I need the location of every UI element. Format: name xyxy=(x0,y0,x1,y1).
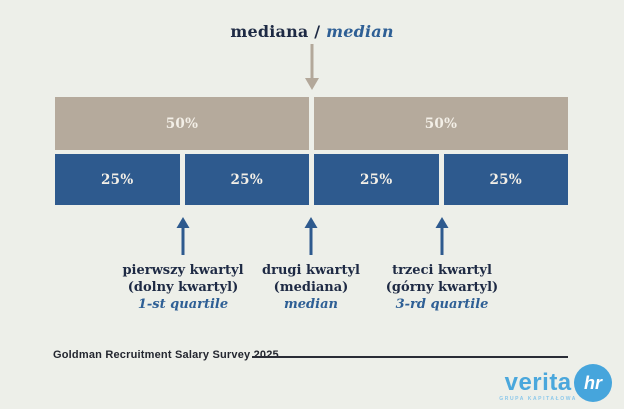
quarter-row: 25% 25% 25% 25% xyxy=(55,154,568,205)
half-row: 50% 50% xyxy=(55,97,568,150)
annotation-line1: trzeci kwartyl xyxy=(392,263,492,278)
annotation-line2: (mediana) xyxy=(273,280,349,295)
veritahr-logo: verita GRUPA KAPITAŁOWA hr xyxy=(499,364,612,405)
hr-badge-icon: hr xyxy=(574,364,612,402)
logo-text-wrap: verita GRUPA KAPITAŁOWA xyxy=(499,368,577,402)
logo-subtitle: GRUPA KAPITAŁOWA xyxy=(499,395,577,402)
title-polish: mediana / xyxy=(230,22,321,41)
segment-label: 25% xyxy=(100,171,134,188)
annotation-first-quartile: pierwszy kwartyl (dolny kwartyl) 1-st qu… xyxy=(98,262,268,313)
annotation-line1: pierwszy kwartyl xyxy=(122,263,244,278)
segment-label: 25% xyxy=(359,171,393,188)
logo-name: verita xyxy=(504,368,572,396)
segment-label: 25% xyxy=(230,171,263,188)
annotation-line1: drugi kwartyl xyxy=(262,263,360,278)
segment-label: 50% xyxy=(165,115,199,132)
title-english: median xyxy=(326,22,394,41)
bar-segment-25-1: 25% xyxy=(55,154,180,205)
third-quartile-arrow-up-icon xyxy=(435,217,449,255)
quartile-bars: 50% 50% 25% 25% 25% 25% xyxy=(55,97,568,205)
annotation-line2: (górny kwartyl) xyxy=(385,280,499,295)
median-arrow-down-icon xyxy=(305,44,319,90)
segment-label: 50% xyxy=(424,115,458,132)
annotation-third-quartile: trzeci kwartyl (górny kwartyl) 3-rd quar… xyxy=(357,262,527,313)
median-arrow-up-icon xyxy=(304,217,318,255)
annotation-line3: 1-st quartile xyxy=(137,297,229,312)
bar-segment-50-right: 50% xyxy=(314,97,568,150)
segment-label: 25% xyxy=(489,171,522,188)
first-quartile-arrow-up-icon xyxy=(176,217,190,255)
annotation-line3: median xyxy=(284,297,338,312)
bar-segment-25-2: 25% xyxy=(184,154,309,205)
source-caption: Goldman Recruitment Salary Survey 2025 xyxy=(53,349,279,361)
bar-segment-50-left: 50% xyxy=(55,97,309,150)
annotation-line2: (dolny kwartyl) xyxy=(127,280,239,295)
footer-divider xyxy=(252,356,568,358)
annotation-line3: 3-rd quartile xyxy=(395,297,489,312)
bar-segment-25-4: 25% xyxy=(443,154,568,205)
page-title: mediana / median xyxy=(0,22,624,41)
annotation-median: drugi kwartyl (mediana) median xyxy=(226,262,396,313)
bar-segment-25-3: 25% xyxy=(314,154,439,205)
